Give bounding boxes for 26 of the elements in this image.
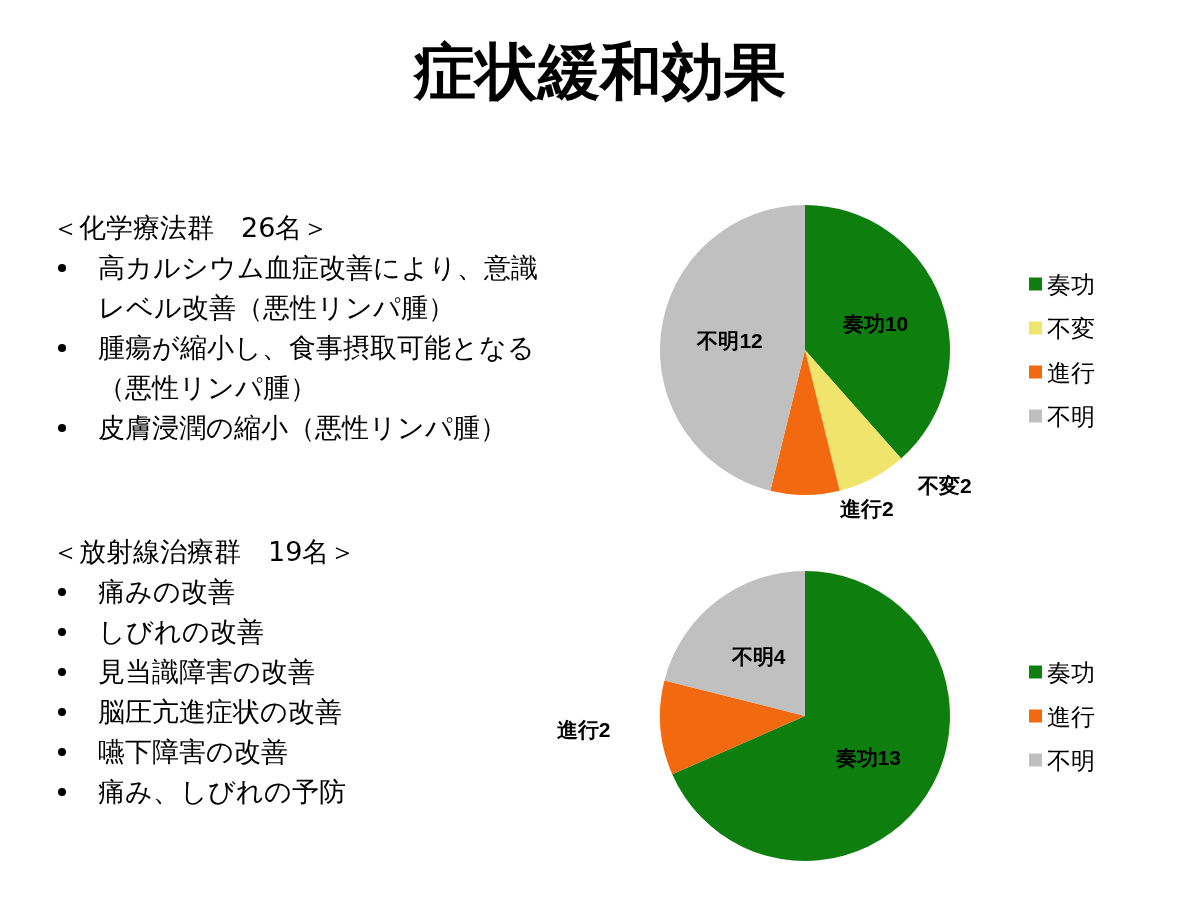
text: 皮膚浸潤の縮小（悪性リンパ腫） [98, 411, 508, 445]
text: 痛みの改善 [98, 575, 236, 609]
text: ＜化学療法群 26名＞ [52, 211, 331, 245]
legend-label: 不明 [1047, 402, 1095, 430]
text: 高カルシウム血症改善により、意識レベル改善（悪性リンパ腫） [98, 251, 539, 325]
text: 症状緩和効果 [412, 34, 787, 110]
legend-label: 奏功 [1047, 658, 1095, 686]
data-label: 不明4 [730, 644, 786, 668]
text: 脳圧亢進症状の改善 [98, 696, 342, 727]
data-label: 不明12 [696, 329, 763, 353]
text: 腫瘍が縮小し、食事摂取可能となる（悪性リンパ腫） [98, 331, 536, 405]
data-label: 奏功10 [841, 311, 909, 335]
legend-label: 不明 [1047, 746, 1095, 774]
legend-label: 進行 [1047, 702, 1095, 730]
legend-label: 進行 [1047, 358, 1095, 386]
text: 嚥下障害の改善 [98, 736, 288, 767]
data-label: 進行2 [840, 497, 894, 520]
data-label: 奏功13 [834, 745, 901, 769]
text: しびれの改善 [98, 615, 265, 649]
data-label: 進行2 [556, 717, 611, 741]
legend-label: 奏功 [1047, 270, 1095, 298]
legend-label: 不変 [1047, 314, 1095, 342]
text: 痛み、しびれの予防 [98, 775, 347, 809]
text: ＜放射線治療群 19名＞ [52, 535, 358, 569]
text: 見当識障害の改善 [98, 655, 316, 689]
data-label: 不変2 [917, 474, 972, 497]
